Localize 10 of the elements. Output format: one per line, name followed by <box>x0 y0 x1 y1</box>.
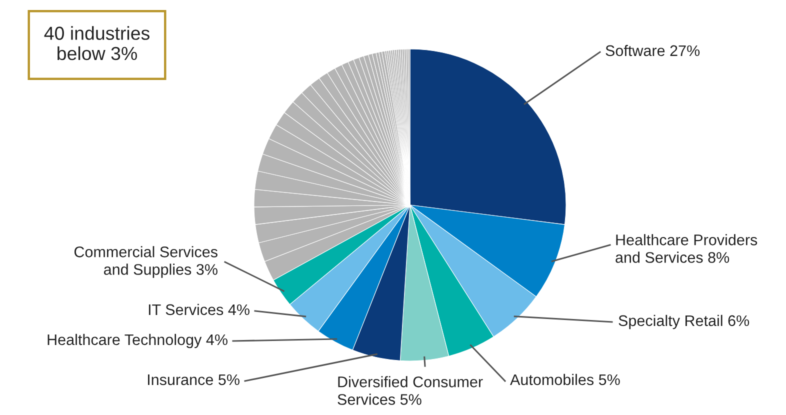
slice-label: Specialty Retail 6% <box>618 314 750 330</box>
slice-label: Diversified Consumer Services 5% <box>338 376 483 405</box>
slice-label: Healthcare Providers and Services 8% <box>616 234 758 263</box>
slice-label: Commercial Services and Supplies 3% <box>74 246 218 278</box>
slice-label: Insurance 5% <box>148 374 240 386</box>
slice-label: Software 27% <box>606 44 700 56</box>
slice-label: Automobiles 5% <box>510 374 620 386</box>
slice-label: Healthcare Technology 4% <box>48 334 228 348</box>
slice-label: IT Services 4% <box>148 304 250 316</box>
text: 40 industries below 3% <box>44 26 150 60</box>
